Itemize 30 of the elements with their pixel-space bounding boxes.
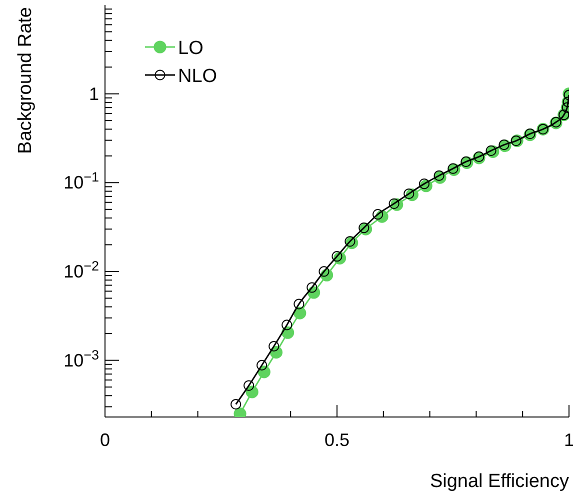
point: [404, 188, 414, 200]
point: [372, 209, 384, 220]
y-tick-label: 1: [88, 84, 99, 104]
point: [358, 222, 370, 234]
point: [246, 386, 258, 398]
legend-label: LO: [178, 38, 204, 59]
point: [256, 360, 268, 371]
point: [418, 178, 430, 190]
point: [344, 236, 356, 247]
y-tick-label: 10$^{−3}$: [64, 346, 99, 370]
point: [318, 266, 330, 277]
y-tick-label: 10$^{−2}$: [64, 258, 99, 282]
point: [486, 145, 496, 156]
x-tick-label: 0: [100, 430, 110, 450]
x-tick-label: 0.5: [324, 430, 350, 450]
point: [474, 151, 484, 162]
point: [230, 398, 242, 410]
point: [306, 282, 318, 293]
point: [332, 251, 342, 262]
point: [434, 170, 444, 181]
point: [282, 320, 292, 330]
x-tick-label: 1: [564, 430, 573, 450]
point: [268, 340, 280, 352]
legend-label: NLO: [178, 66, 218, 87]
x-axis-title: Signal Efficiency: [430, 471, 570, 492]
point: [244, 380, 254, 391]
y-tick-label: 10$^{−1}$: [64, 169, 99, 193]
point: [388, 198, 400, 209]
point: [294, 298, 304, 310]
y-axis-title: Background Rate: [15, 7, 36, 154]
